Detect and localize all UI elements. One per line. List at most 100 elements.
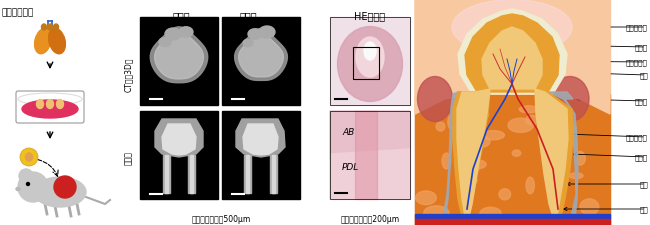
Ellipse shape	[452, 0, 572, 55]
Text: 象牙質: 象牙質	[635, 45, 648, 51]
Ellipse shape	[519, 106, 538, 113]
Text: CT像（3D）: CT像（3D）	[124, 58, 133, 92]
Ellipse shape	[42, 25, 47, 31]
Ellipse shape	[512, 150, 521, 157]
Ellipse shape	[34, 177, 86, 207]
Bar	[355, 112, 377, 199]
Polygon shape	[535, 90, 573, 219]
Ellipse shape	[34, 29, 51, 54]
Ellipse shape	[248, 30, 262, 40]
Ellipse shape	[463, 175, 477, 186]
Circle shape	[18, 172, 48, 202]
Ellipse shape	[448, 115, 457, 130]
Text: 完成した歯: 完成した歯	[430, 8, 457, 17]
Ellipse shape	[427, 214, 449, 221]
Text: セメント質: セメント質	[626, 134, 648, 141]
Text: 腎皮膜下移植: 腎皮膜下移植	[2, 8, 34, 17]
Ellipse shape	[480, 207, 501, 219]
Polygon shape	[453, 90, 490, 219]
Text: 分割歯: 分割歯	[239, 11, 257, 21]
Ellipse shape	[417, 77, 452, 122]
Polygon shape	[244, 155, 251, 193]
Circle shape	[27, 183, 29, 186]
Polygon shape	[246, 155, 249, 193]
Ellipse shape	[551, 77, 589, 122]
Ellipse shape	[436, 123, 445, 131]
Ellipse shape	[364, 43, 376, 61]
Ellipse shape	[469, 135, 490, 148]
Polygon shape	[458, 10, 567, 94]
Circle shape	[54, 176, 76, 198]
Ellipse shape	[415, 191, 436, 205]
Ellipse shape	[179, 28, 193, 38]
Ellipse shape	[526, 177, 534, 194]
Ellipse shape	[47, 100, 53, 109]
Ellipse shape	[468, 111, 488, 121]
Text: PDL: PDL	[342, 162, 359, 171]
Polygon shape	[415, 94, 610, 225]
Text: 天然歯: 天然歯	[172, 11, 190, 21]
Polygon shape	[235, 29, 287, 81]
Ellipse shape	[580, 199, 599, 215]
Text: スケールバー：500μm: スケールバー：500μm	[191, 214, 251, 223]
Polygon shape	[163, 155, 170, 193]
Polygon shape	[236, 119, 285, 157]
Ellipse shape	[508, 119, 534, 133]
Bar	[140, 112, 218, 199]
Polygon shape	[272, 155, 275, 193]
Polygon shape	[150, 28, 208, 83]
Bar	[222, 18, 300, 106]
Text: 歯根膜: 歯根膜	[635, 154, 648, 161]
Ellipse shape	[53, 25, 58, 31]
Ellipse shape	[525, 116, 539, 125]
Polygon shape	[155, 119, 203, 157]
Ellipse shape	[471, 160, 486, 169]
Bar	[222, 112, 300, 199]
Ellipse shape	[16, 188, 20, 191]
Text: 歯槽骨: 歯槽骨	[635, 98, 648, 105]
Text: HE染色像: HE染色像	[354, 11, 385, 21]
Ellipse shape	[569, 173, 583, 179]
Ellipse shape	[356, 38, 384, 78]
Ellipse shape	[36, 100, 44, 109]
Ellipse shape	[575, 152, 586, 165]
Bar	[330, 18, 410, 106]
Polygon shape	[155, 32, 203, 80]
Ellipse shape	[482, 131, 504, 140]
Ellipse shape	[337, 27, 402, 102]
Polygon shape	[482, 28, 542, 90]
Polygon shape	[270, 155, 277, 193]
Text: 象牙芽細胞: 象牙芽細胞	[626, 59, 648, 66]
Text: 神経: 神経	[639, 181, 648, 187]
Polygon shape	[243, 124, 278, 155]
Ellipse shape	[259, 27, 275, 39]
Polygon shape	[443, 93, 477, 219]
FancyBboxPatch shape	[16, 92, 84, 124]
Polygon shape	[165, 155, 168, 193]
Bar	[353, 48, 379, 80]
Polygon shape	[190, 155, 193, 193]
Bar	[330, 112, 410, 199]
Text: 歯髄: 歯髄	[639, 72, 648, 79]
Ellipse shape	[547, 163, 569, 174]
Text: AB: AB	[342, 127, 354, 136]
Polygon shape	[162, 124, 196, 155]
Bar	[140, 18, 218, 106]
Ellipse shape	[49, 29, 66, 54]
Ellipse shape	[499, 189, 511, 200]
Polygon shape	[188, 155, 195, 193]
Polygon shape	[465, 15, 559, 93]
Ellipse shape	[424, 206, 449, 220]
Bar	[415, 214, 610, 219]
Ellipse shape	[243, 40, 253, 47]
Polygon shape	[548, 93, 578, 219]
Polygon shape	[239, 34, 283, 78]
Text: 矢状断: 矢状断	[124, 150, 133, 164]
Text: エナメル質: エナメル質	[626, 25, 648, 31]
Ellipse shape	[565, 125, 577, 133]
Polygon shape	[330, 112, 410, 159]
Polygon shape	[415, 0, 610, 115]
Ellipse shape	[159, 38, 171, 47]
Ellipse shape	[469, 159, 480, 174]
Ellipse shape	[25, 153, 32, 161]
